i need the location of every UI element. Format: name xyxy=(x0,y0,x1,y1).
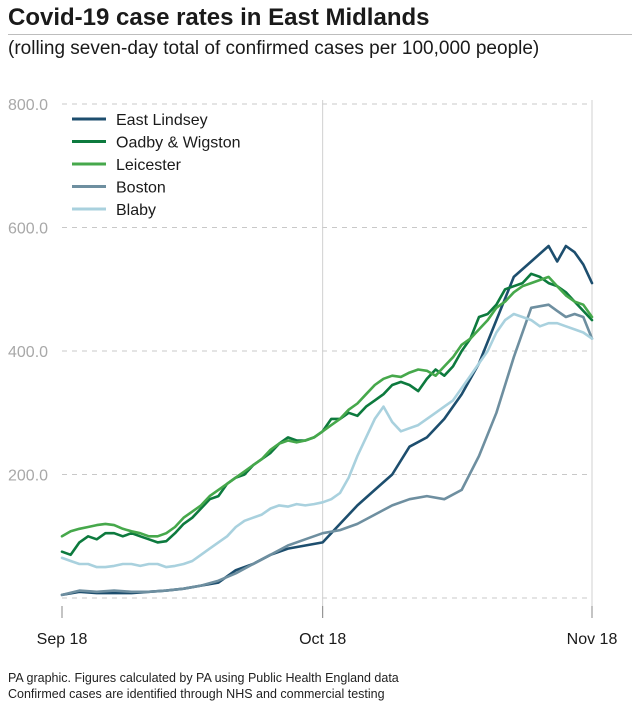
x-tick-label-2: Nov 18 xyxy=(567,631,618,648)
title-divider xyxy=(8,34,632,35)
x-tick-label-1: Oct 18 xyxy=(299,631,346,648)
legend-label-blaby: Blaby xyxy=(116,202,156,219)
x-tick-label-0: Sep 18 xyxy=(37,631,88,648)
series-line-leicester xyxy=(60,275,594,538)
y-tick-label-600: 600.0 xyxy=(8,221,48,238)
y-tick-label-400: 400.0 xyxy=(8,344,48,361)
y-tick-label-200: 200.0 xyxy=(8,468,48,485)
y-tick-label-800: 800.0 xyxy=(8,97,48,114)
legend-label-leicester: Leicester xyxy=(116,157,182,174)
chart-title: Covid-19 case rates in East Midlands xyxy=(8,4,430,31)
series-line-east-lindsey xyxy=(60,244,594,597)
footer-source: PA graphic. Figures calculated by PA usi… xyxy=(8,671,399,685)
chart-subtitle: (rolling seven-day total of confirmed ca… xyxy=(8,38,540,59)
footer-note: Confirmed cases are identified through N… xyxy=(8,687,385,701)
legend-label-east-lindsey: East Lindsey xyxy=(116,112,208,129)
series-line-oadby-wigston xyxy=(60,272,594,557)
legend-label-boston: Boston xyxy=(116,180,166,197)
legend-label-oadby-wigston: Oadby & Wigston xyxy=(116,135,241,152)
series-line-blaby xyxy=(60,312,594,569)
series-line-boston xyxy=(60,303,594,597)
